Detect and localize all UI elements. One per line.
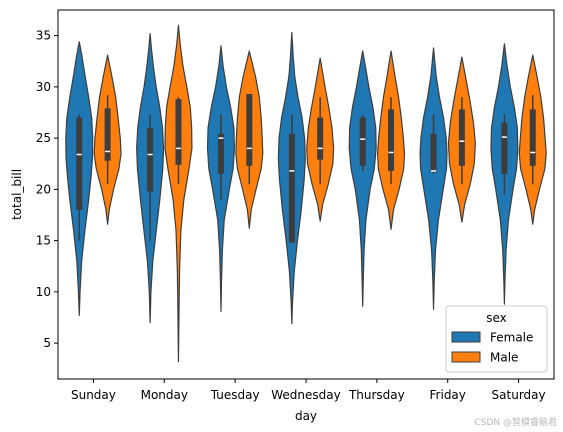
y-axis: 5 10 15 20 25 30 35 [36,29,58,350]
y-tick-label: 20 [36,182,51,196]
violin-iqr-box [529,109,536,166]
y-tick-label: 25 [36,131,51,145]
violin-iqr-box [217,134,224,174]
violin-iqr-box [317,117,324,160]
violin-female-friday [419,47,448,310]
x-tick-label: Wednesday [271,388,340,402]
x-tick-label: Monday [141,388,188,402]
legend-label-female: Female [490,331,533,345]
y-tick-label: 5 [43,336,51,350]
violin-iqr-box [388,109,395,171]
y-tick-label: 15 [36,234,51,248]
violin-iqr-box [430,134,437,172]
violin-female-thursday [348,50,377,307]
legend-title: sex [486,311,507,325]
legend: sex Female Male [445,305,548,373]
x-axis: Sunday Monday Tuesday Wednesday Thursday Frid… [71,379,546,402]
violin-iqr-box [76,117,83,210]
violin-iqr-box [147,127,154,192]
x-axis-label: day [295,409,317,423]
violin-male-monday [164,24,193,363]
violin-iqr-box [246,94,253,166]
y-tick-label: 10 [36,285,51,299]
legend-swatch-male [451,351,481,363]
y-tick-label: 30 [36,80,51,94]
x-tick-label: Friday [430,388,466,402]
legend-swatch-female [451,331,481,343]
violin-iqr-box [288,134,295,243]
violin-iqr-box [175,99,182,165]
y-tick-label: 35 [36,29,51,43]
violin-layer [65,24,547,363]
x-tick-label: Tuesday [210,388,260,402]
y-axis-label: total_bill [10,169,24,220]
violin-iqr-box [359,117,366,166]
legend-label-male: Male [490,351,518,365]
x-tick-label: Thursday [348,388,405,402]
watermark: CSDN @智模睿脑君 [474,418,557,428]
violin-iqr-box [501,122,508,174]
x-tick-label: Sunday [71,388,116,402]
violin-iqr-box [104,108,111,161]
x-tick-label: Saturday [492,388,546,402]
violin-iqr-box [458,109,465,166]
